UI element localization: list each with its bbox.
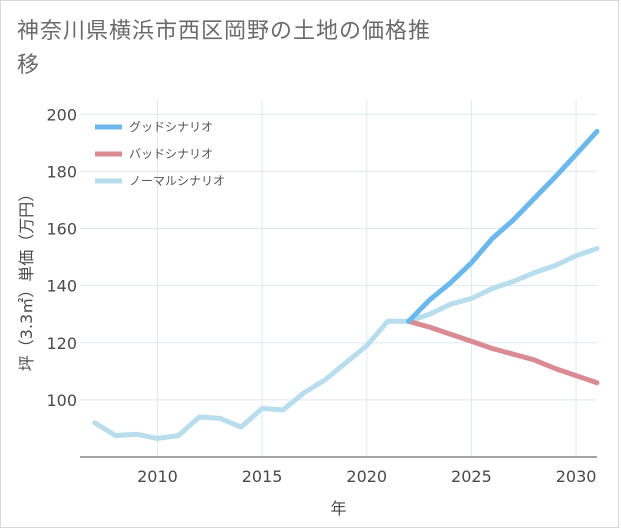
series-line-1: [406, 318, 600, 386]
x-axis-label: 年: [330, 499, 346, 518]
y-tick-label: 160: [46, 220, 77, 239]
x-tick-label: 2015: [242, 467, 283, 486]
x-tick-label: 2025: [451, 467, 492, 486]
x-tick-label: 2020: [346, 467, 387, 486]
y-tick-label: 120: [46, 334, 77, 353]
series-lines: [92, 128, 600, 441]
chart-title: 神奈川県横浜市西区岡野の土地の価格推移: [17, 19, 432, 78]
x-tick-label: 2030: [556, 467, 597, 486]
y-tick-label: 100: [46, 391, 77, 410]
series-line-2: [92, 246, 600, 441]
series-line-0: [406, 128, 600, 324]
grid: [80, 100, 597, 458]
legend-label: グッドシナリオ: [129, 120, 213, 134]
y-tick-label: 200: [46, 105, 77, 124]
y-tick-label: 140: [46, 277, 77, 296]
y-tick-label: 180: [46, 162, 77, 181]
y-axis-label: 坪（3.3㎡）単価（万円）: [17, 186, 36, 371]
legend-label: ノーマルシナリオ: [129, 174, 225, 188]
x-tick-label: 2010: [137, 467, 178, 486]
legend-label: バッドシナリオ: [129, 147, 213, 161]
tick-labels: 2010 2015 2020 2025 2030 100 120 140 160 180 200: [46, 105, 596, 486]
